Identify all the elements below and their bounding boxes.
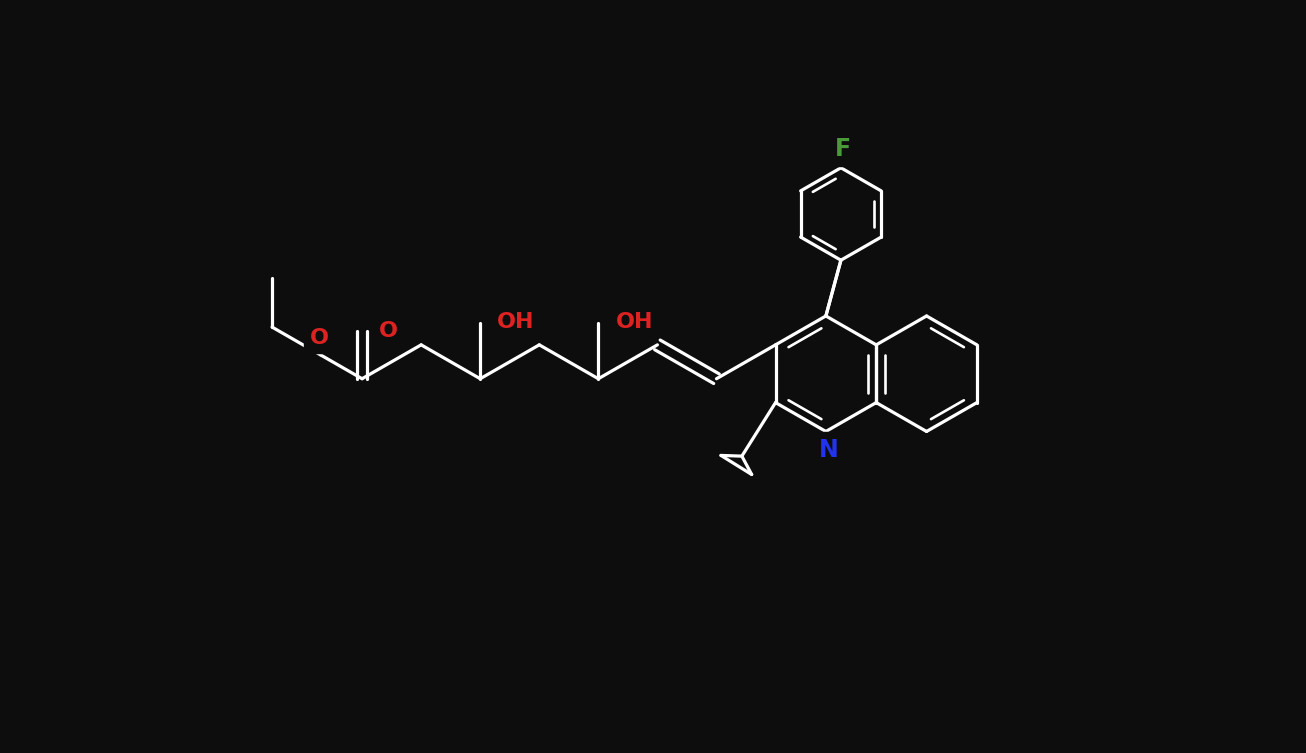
Text: OH: OH: [498, 312, 534, 332]
Text: F: F: [835, 136, 850, 160]
Text: O: O: [310, 328, 328, 348]
Text: OH: OH: [615, 312, 653, 332]
Text: N: N: [819, 438, 838, 462]
Text: O: O: [379, 321, 398, 341]
